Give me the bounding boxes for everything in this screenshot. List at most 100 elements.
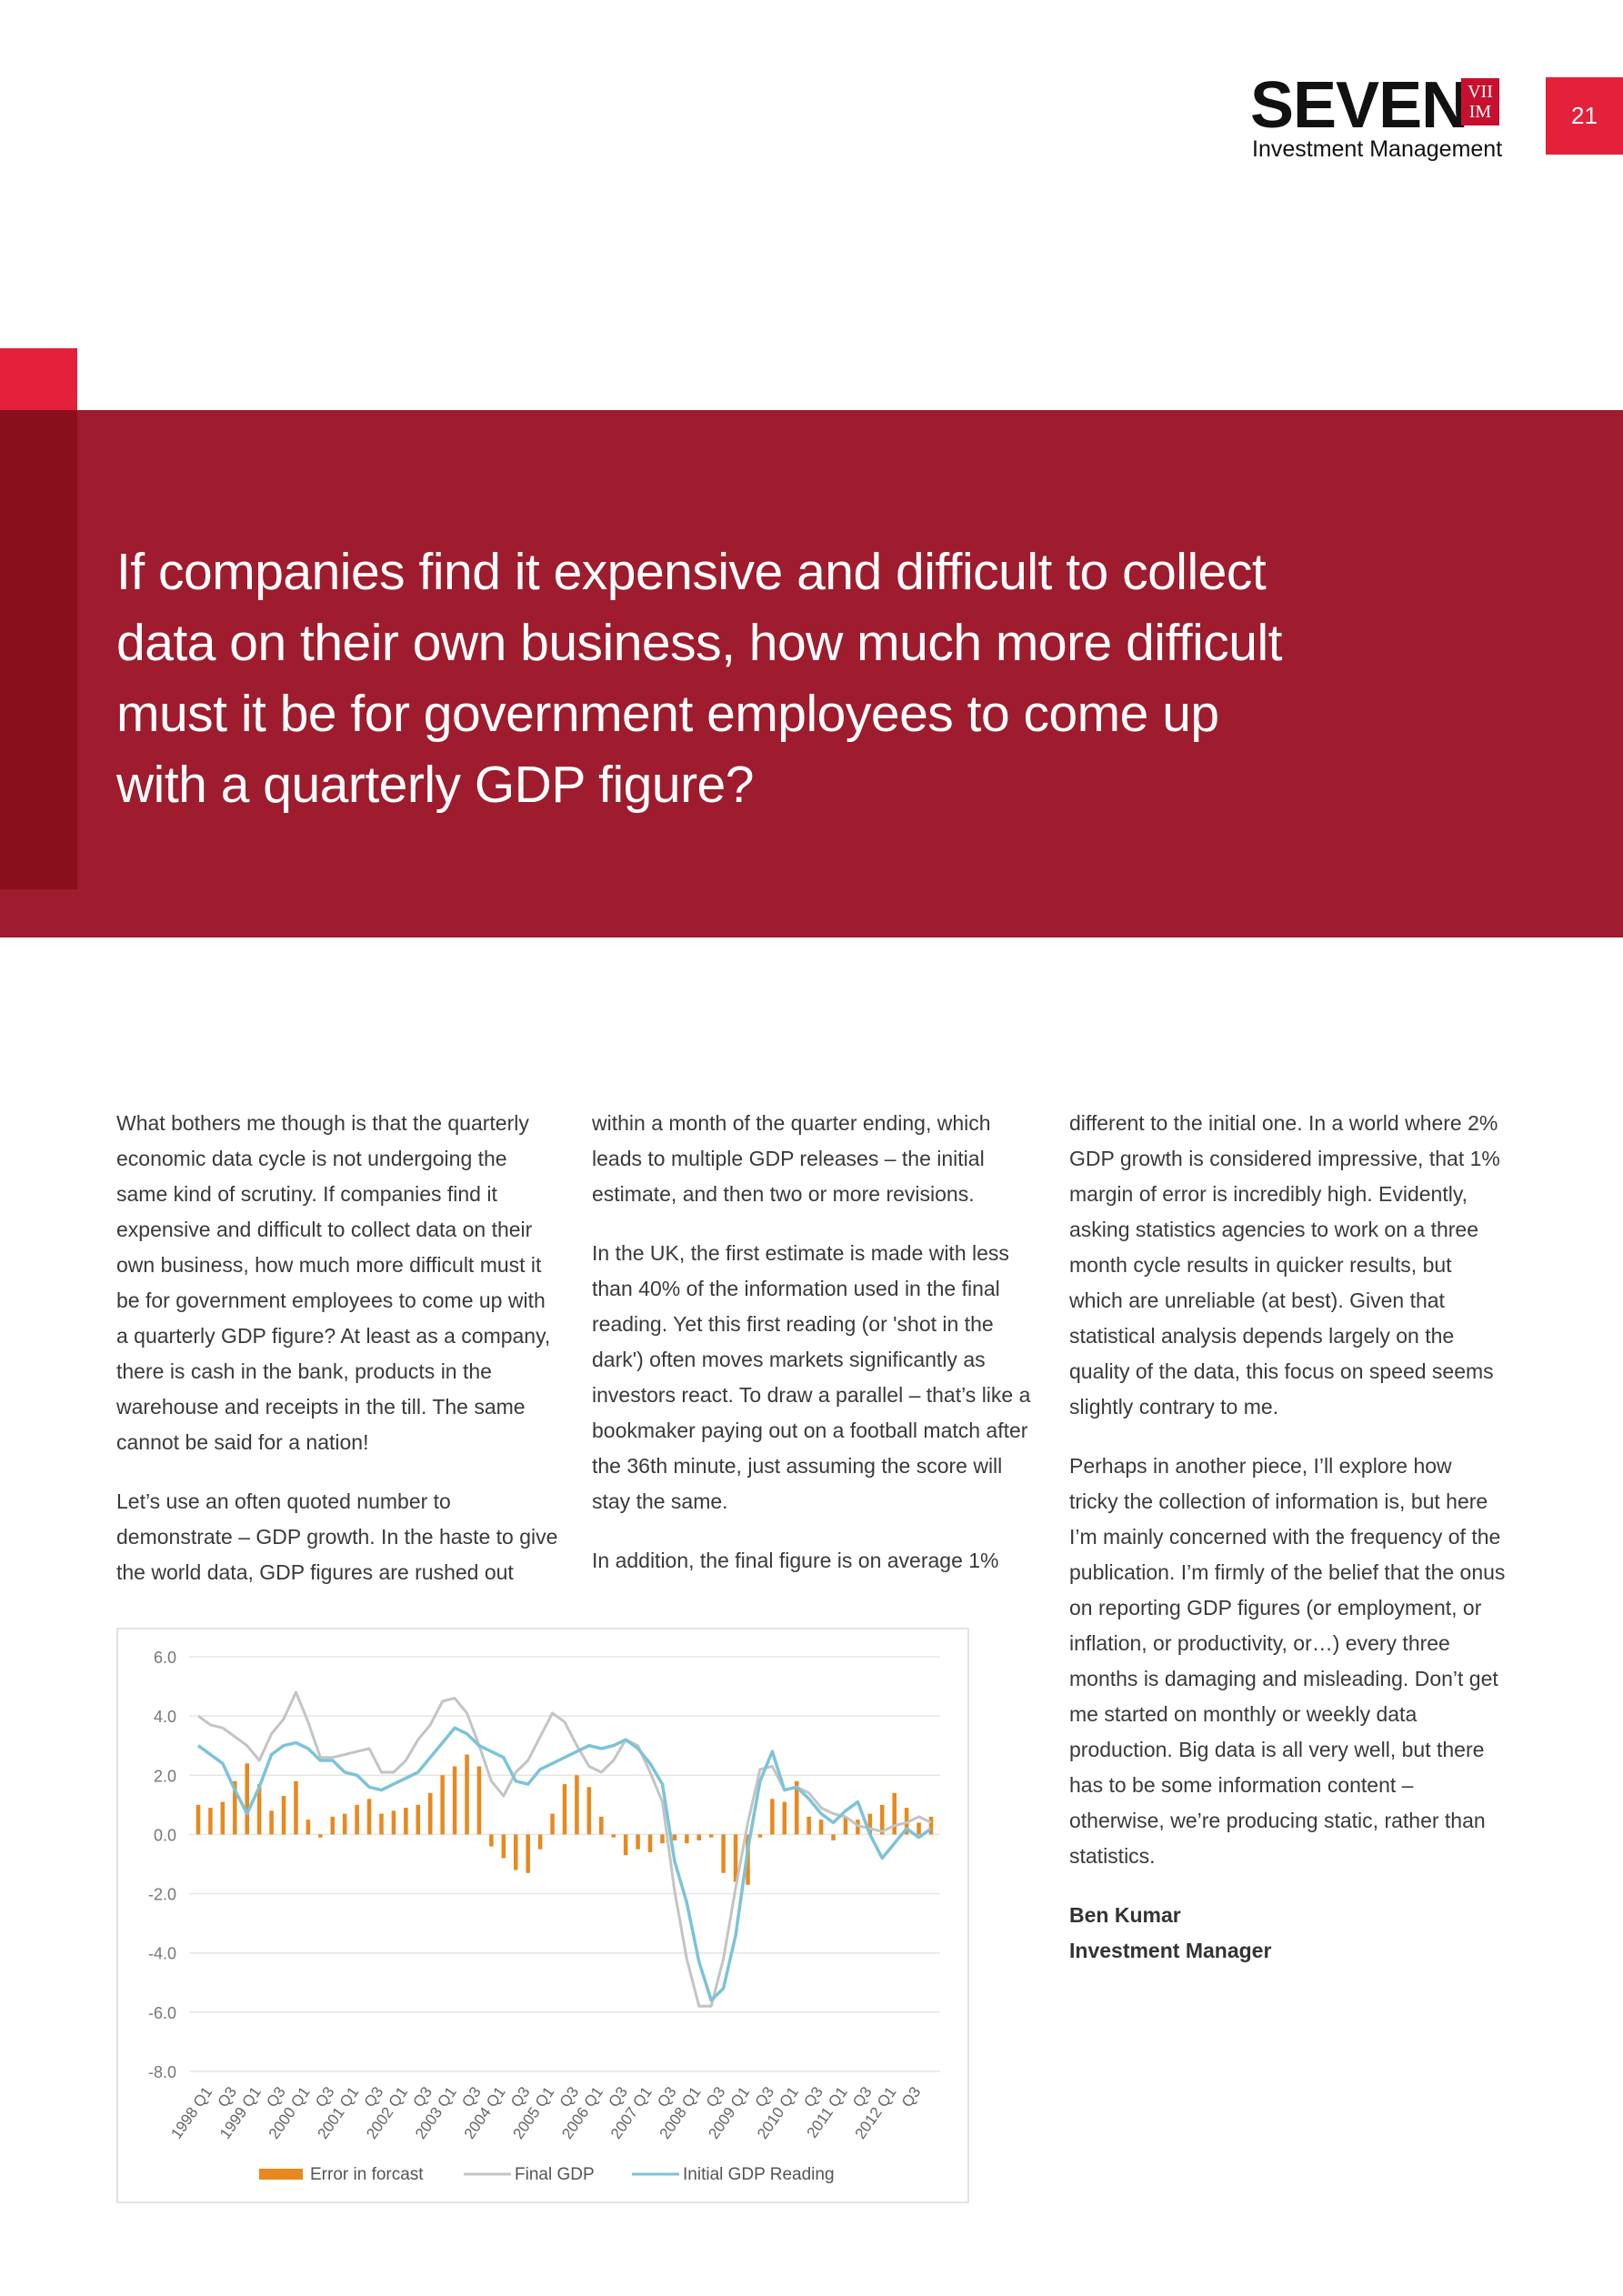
error-bar bbox=[330, 1816, 336, 1835]
paragraph: within a month of the quarter ending, wh… bbox=[592, 1111, 991, 1206]
brand-logo: SEVEN VII IM Investment Management bbox=[1250, 73, 1514, 164]
error-bar bbox=[440, 1775, 445, 1835]
y-tick-label: 6.0 bbox=[154, 1649, 176, 1667]
error-bar bbox=[794, 1780, 799, 1835]
error-bar bbox=[770, 1799, 775, 1835]
paragraph: Perhaps in another piece, I’ll explore h… bbox=[1069, 1454, 1506, 1868]
error-bar bbox=[452, 1766, 457, 1835]
error-bar bbox=[856, 1820, 860, 1835]
error-bar bbox=[427, 1792, 433, 1835]
error-bar bbox=[917, 1822, 921, 1835]
logo-emblem-bottom: IM bbox=[1468, 102, 1492, 122]
error-bar bbox=[318, 1834, 323, 1838]
error-bar bbox=[281, 1796, 286, 1835]
y-tick-label: 2.0 bbox=[154, 1767, 176, 1785]
error-bar bbox=[818, 1820, 824, 1835]
error-bar bbox=[575, 1775, 579, 1835]
error-bar bbox=[708, 1834, 714, 1838]
legend-label: Initial GDP Reading bbox=[683, 2165, 835, 2184]
initial-gdp-line bbox=[196, 1726, 933, 2002]
error-bar bbox=[195, 1804, 201, 1835]
y-tick-label: 4.0 bbox=[154, 1708, 176, 1726]
paragraph: Let’s use an often quoted number to demo… bbox=[116, 1489, 558, 1584]
y-tick-label: -8.0 bbox=[148, 2063, 176, 2081]
error-bar bbox=[672, 1834, 677, 1840]
error-bar bbox=[404, 1808, 408, 1835]
error-bar bbox=[611, 1834, 616, 1838]
error-bar bbox=[537, 1834, 543, 1850]
error-bar bbox=[233, 1780, 237, 1835]
legend-label: Final GDP bbox=[515, 2165, 595, 2184]
error-bar bbox=[806, 1816, 811, 1835]
logo-subtitle: Investment Management bbox=[1252, 136, 1503, 162]
y-tick-label: -4.0 bbox=[148, 1945, 176, 1963]
error-bar bbox=[880, 1804, 885, 1835]
gdp-chart: 6.0 4.0 2.0 0.0 -2.0 -4.0 -6.0 -8.0 1998 Q1 Q3 199… bbox=[116, 1628, 969, 2203]
legend-label: Error in forcast bbox=[310, 2165, 424, 2184]
pull-quote: If companies find it expensive and diffi… bbox=[116, 543, 1282, 814]
paragraph: different to the initial one. In a world… bbox=[1069, 1111, 1500, 1419]
error-bar bbox=[623, 1834, 628, 1856]
author-title: Investment Manager bbox=[1069, 1939, 1272, 1962]
error-bar bbox=[355, 1804, 359, 1835]
x-tick-label: Q3 bbox=[898, 2083, 925, 2110]
final-gdp-line bbox=[197, 1690, 932, 2008]
error-bar bbox=[501, 1834, 506, 1859]
error-bar bbox=[391, 1810, 396, 1835]
error-bar bbox=[476, 1766, 482, 1835]
article-column-1: What bothers me though is that the quart… bbox=[116, 1106, 562, 1614]
error-bar bbox=[696, 1834, 702, 1840]
error-bar bbox=[306, 1820, 311, 1835]
article-column-2: within a month of the quarter ending, wh… bbox=[592, 1106, 1037, 1602]
logo-emblem: VII IM bbox=[1461, 78, 1499, 125]
x-tick-label: 1998 Q1 bbox=[167, 2083, 215, 2141]
error-bar bbox=[550, 1813, 555, 1835]
legend-swatch bbox=[259, 2169, 303, 2180]
page-number: 21 bbox=[1546, 77, 1623, 155]
error-bar bbox=[465, 1754, 469, 1835]
error-bar bbox=[733, 1834, 738, 1882]
error-bar bbox=[562, 1784, 567, 1835]
error-bar bbox=[379, 1813, 384, 1835]
paragraph: In addition, the final figure is on aver… bbox=[592, 1549, 999, 1572]
error-bar bbox=[757, 1834, 763, 1838]
error-bar bbox=[294, 1780, 298, 1835]
quote-banner bbox=[0, 410, 1623, 937]
error-bar bbox=[647, 1834, 653, 1852]
error-bar bbox=[208, 1808, 213, 1835]
paragraph: In the UK, the first estimate is made wi… bbox=[592, 1241, 1031, 1513]
accent-block bbox=[0, 348, 77, 412]
logo-emblem-top: VII bbox=[1468, 82, 1493, 102]
error-bar bbox=[366, 1799, 372, 1835]
logo-wordmark: SEVEN bbox=[1250, 69, 1468, 142]
paragraph: What bothers me though is that the quart… bbox=[116, 1111, 551, 1454]
error-bar bbox=[843, 1816, 848, 1835]
error-bar bbox=[342, 1813, 347, 1835]
error-bar bbox=[636, 1834, 640, 1850]
error-bar bbox=[782, 1801, 787, 1835]
error-bar bbox=[514, 1834, 518, 1870]
y-tick-label: -6.0 bbox=[148, 2004, 176, 2022]
article-column-3: different to the initial one. In a world… bbox=[1069, 1106, 1506, 1969]
error-bar bbox=[245, 1763, 249, 1835]
error-bar bbox=[831, 1834, 836, 1840]
error-bar bbox=[867, 1813, 873, 1835]
y-tick-label: 0.0 bbox=[154, 1826, 176, 1844]
error-bar bbox=[489, 1834, 494, 1847]
error-bar bbox=[586, 1787, 592, 1835]
error-bar bbox=[220, 1801, 225, 1835]
error-bar bbox=[928, 1816, 934, 1835]
error-bar bbox=[526, 1834, 530, 1873]
error-bar bbox=[269, 1810, 274, 1835]
banner-accent-strip bbox=[0, 410, 77, 889]
error-bar bbox=[256, 1784, 262, 1835]
error-bar bbox=[721, 1834, 726, 1873]
error-bar bbox=[685, 1834, 689, 1844]
error-bar bbox=[660, 1834, 665, 1844]
error-bar bbox=[416, 1804, 421, 1835]
error-bar bbox=[892, 1792, 897, 1835]
error-bar bbox=[599, 1816, 604, 1835]
author-name: Ben Kumar bbox=[1069, 1903, 1181, 1927]
y-tick-label: -2.0 bbox=[148, 1886, 176, 1904]
